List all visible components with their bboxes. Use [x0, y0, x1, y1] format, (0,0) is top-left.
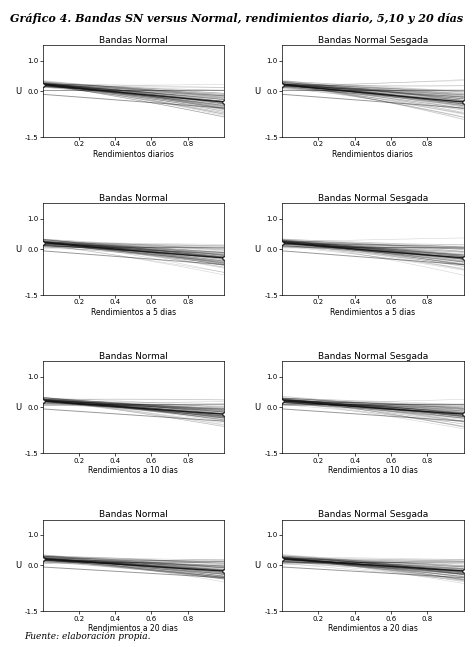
Y-axis label: U: U — [254, 87, 261, 96]
Title: Bandas Normal: Bandas Normal — [99, 36, 168, 45]
Title: Bandas Normal Sesgada: Bandas Normal Sesgada — [318, 352, 428, 360]
Title: Bandas Normal Sesgada: Bandas Normal Sesgada — [318, 36, 428, 45]
X-axis label: Rendimientos a 5 dias: Rendimientos a 5 dias — [91, 308, 176, 317]
X-axis label: Rendimientos a 10 dias: Rendimientos a 10 dias — [328, 466, 418, 476]
X-axis label: Rendimientos diarios: Rendimientos diarios — [333, 150, 413, 159]
Title: Bandas Normal: Bandas Normal — [99, 352, 168, 360]
Title: Bandas Normal: Bandas Normal — [99, 510, 168, 519]
X-axis label: Rendimientos a 20 dias: Rendimientos a 20 dias — [328, 624, 418, 633]
X-axis label: Rendimientos a 20 dias: Rendimientos a 20 dias — [88, 624, 178, 633]
Title: Bandas Normal Sesgada: Bandas Normal Sesgada — [318, 193, 428, 203]
Y-axis label: U: U — [15, 403, 21, 412]
Y-axis label: U: U — [15, 245, 21, 254]
Y-axis label: U: U — [254, 245, 261, 254]
X-axis label: Rendimientos a 5 dias: Rendimientos a 5 dias — [330, 308, 415, 317]
Y-axis label: U: U — [254, 403, 261, 412]
Title: Bandas Normal Sesgada: Bandas Normal Sesgada — [318, 510, 428, 519]
Y-axis label: U: U — [254, 561, 261, 570]
Text: Fuente: elaboración propia.: Fuente: elaboración propia. — [24, 631, 150, 641]
Y-axis label: U: U — [15, 561, 21, 570]
Text: Gráfico 4. Bandas SN versus Normal, rendimientos diario, 5,10 y 20 días: Gráfico 4. Bandas SN versus Normal, rend… — [10, 13, 463, 24]
X-axis label: Rendimientos diarios: Rendimientos diarios — [93, 150, 174, 159]
Title: Bandas Normal: Bandas Normal — [99, 193, 168, 203]
Y-axis label: U: U — [15, 87, 21, 96]
X-axis label: Rendimientos a 10 dias: Rendimientos a 10 dias — [88, 466, 178, 476]
